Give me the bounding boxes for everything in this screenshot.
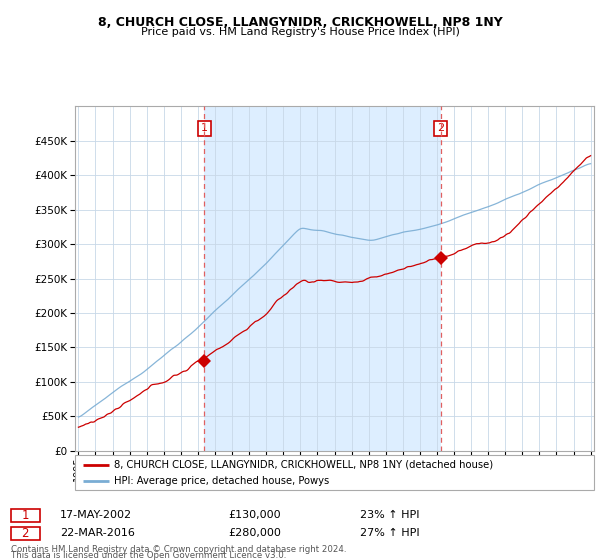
Text: 27% ↑ HPI: 27% ↑ HPI [360, 528, 419, 538]
Bar [204, 106, 440, 451]
Text: Price paid vs. HM Land Registry's House Price Index (HPI): Price paid vs. HM Land Registry's House … [140, 27, 460, 37]
FancyBboxPatch shape [11, 526, 40, 540]
Text: 8, CHURCH CLOSE, LLANGYNIDR, CRICKHOWELL, NP8 1NY: 8, CHURCH CLOSE, LLANGYNIDR, CRICKHOWELL… [98, 16, 502, 29]
Text: £280,000: £280,000 [228, 528, 281, 538]
FancyBboxPatch shape [11, 508, 40, 522]
Text: 22-MAR-2016: 22-MAR-2016 [60, 528, 135, 538]
Text: 1: 1 [201, 123, 208, 133]
Text: 8, CHURCH CLOSE, LLANGYNIDR, CRICKHOWELL, NP8 1NY (detached house): 8, CHURCH CLOSE, LLANGYNIDR, CRICKHOWELL… [114, 460, 493, 470]
Text: 23% ↑ HPI: 23% ↑ HPI [360, 510, 419, 520]
Text: 1: 1 [22, 508, 29, 522]
Text: Contains HM Land Registry data © Crown copyright and database right 2024.: Contains HM Land Registry data © Crown c… [11, 545, 346, 554]
FancyBboxPatch shape [75, 455, 594, 490]
Text: This data is licensed under the Open Government Licence v3.0.: This data is licensed under the Open Gov… [11, 551, 286, 560]
Text: 17-MAY-2002: 17-MAY-2002 [60, 510, 132, 520]
Text: 2: 2 [437, 123, 444, 133]
Text: £130,000: £130,000 [228, 510, 281, 520]
Text: HPI: Average price, detached house, Powys: HPI: Average price, detached house, Powy… [114, 475, 329, 486]
Text: 2: 2 [22, 526, 29, 540]
